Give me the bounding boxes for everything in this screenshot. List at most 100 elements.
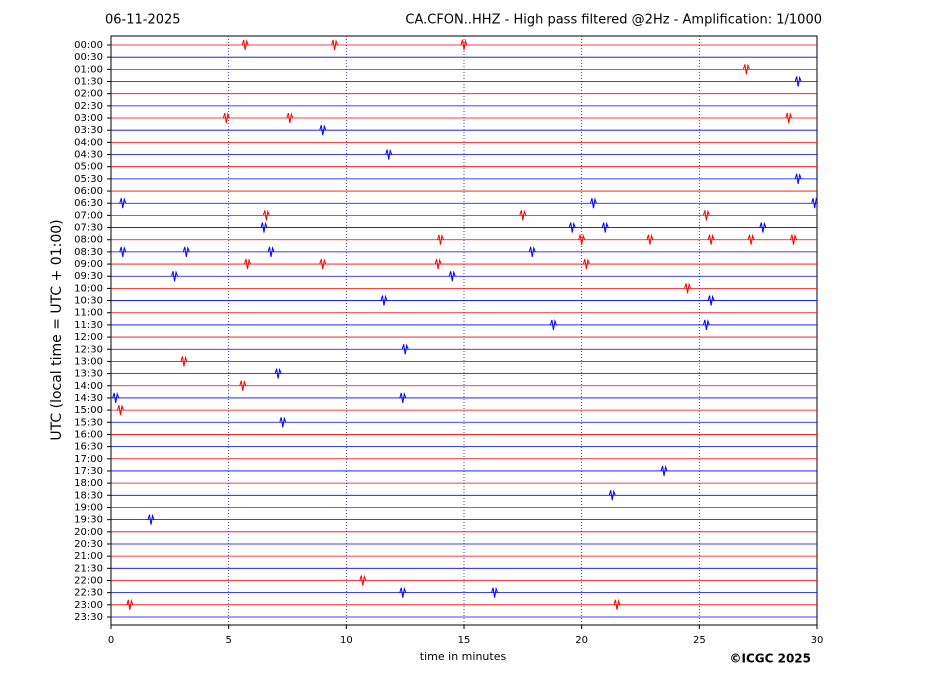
seismic-event [491, 586, 499, 598]
seismic-event [116, 404, 124, 416]
y-tick-label: 07:30 [74, 223, 103, 234]
seismic-event [613, 598, 621, 610]
seismic-event [601, 221, 609, 233]
y-tick-label: 11:00 [74, 308, 103, 319]
seismic-event [180, 355, 188, 367]
seismic-event [434, 258, 442, 270]
seismic-event [286, 112, 294, 124]
seismic-event [578, 233, 586, 245]
seismic-event [319, 124, 327, 136]
y-tick-label: 11:30 [74, 320, 103, 331]
seismic-event [399, 392, 407, 404]
seismic-event [549, 318, 557, 330]
y-tick-label: 17:00 [74, 454, 103, 465]
x-tick-label: 30 [811, 635, 824, 646]
y-tick-label: 01:00 [74, 64, 103, 75]
x-axis-label: time in minutes [420, 650, 507, 663]
seismic-event [359, 574, 367, 586]
seismic-event [684, 282, 692, 294]
seismic-event [702, 318, 710, 330]
seismic-event [811, 197, 819, 209]
x-tick-label: 20 [575, 635, 588, 646]
y-tick-label: 16:00 [74, 429, 103, 440]
credit: ©ICGC 2025 [729, 652, 811, 666]
seismic-event [448, 270, 456, 282]
seismic-event [707, 294, 715, 306]
seismic-event [119, 245, 127, 257]
y-tick-label: 03:00 [74, 113, 103, 124]
x-tick-label: 25 [693, 635, 706, 646]
y-tick-label: 13:30 [74, 369, 103, 380]
y-tick-label: 22:00 [74, 575, 103, 586]
y-tick-label: 12:00 [74, 332, 103, 343]
y-tick-label: 22:30 [74, 588, 103, 599]
seismic-event [785, 112, 793, 124]
seismic-event [582, 258, 590, 270]
seismic-event [589, 197, 597, 209]
seismic-event [702, 209, 710, 221]
y-axis-label: UTC (local time = UTC + 01:00) [49, 219, 65, 440]
y-tick-label: 10:30 [74, 296, 103, 307]
chart-title: CA.CFON..HHZ - High pass filtered @2Hz -… [405, 13, 822, 28]
y-tick-label: 07:00 [74, 210, 103, 221]
seismic-event [385, 148, 393, 160]
seismic-event [794, 75, 802, 87]
y-tick-label: 23:30 [74, 612, 103, 623]
seismic-event [319, 258, 327, 270]
seismic-event [747, 233, 755, 245]
y-tick-label: 15:00 [74, 405, 103, 416]
x-tick-label: 10 [340, 635, 353, 646]
seismic-event [789, 233, 797, 245]
y-tick-label: 14:30 [74, 393, 103, 404]
y-tick-label: 20:30 [74, 539, 103, 550]
y-tick-label: 20:00 [74, 527, 103, 538]
y-tick-label: 21:00 [74, 551, 103, 562]
seismic-event [568, 221, 576, 233]
y-tick-label: 18:30 [74, 490, 103, 501]
seismic-event [519, 209, 527, 221]
y-tick-label: 12:30 [74, 344, 103, 355]
y-tick-label: 04:00 [74, 137, 103, 148]
seismic-event [759, 221, 767, 233]
y-tick-label: 19:00 [74, 502, 103, 513]
seismic-event [126, 598, 134, 610]
date: 06-11-2025 [105, 13, 181, 28]
y-tick-label: 15:30 [74, 417, 103, 428]
y-tick-label: 01:30 [74, 77, 103, 88]
seismic-event [380, 294, 388, 306]
seismic-event [399, 586, 407, 598]
seismic-event [262, 209, 270, 221]
y-tick-label: 13:00 [74, 356, 103, 367]
seismic-event [401, 343, 409, 355]
seismic-event [244, 258, 251, 270]
y-tick-label: 05:00 [74, 162, 103, 173]
y-tick-label: 04:30 [74, 150, 103, 161]
seismic-event [241, 39, 249, 51]
y-tick-label: 16:30 [74, 442, 103, 453]
seismic-event [279, 416, 287, 428]
x-tick-label: 0 [108, 635, 114, 646]
y-tick-label: 03:30 [74, 125, 103, 136]
seismic-event [267, 245, 275, 257]
y-tick-label: 00:00 [74, 40, 103, 51]
y-tick-label: 09:00 [74, 259, 103, 270]
y-tick-label: 02:00 [74, 89, 103, 100]
y-tick-label: 10:00 [74, 283, 103, 294]
y-tick-label: 21:30 [74, 563, 103, 574]
seismic-event [608, 489, 616, 501]
y-tick-label: 19:30 [74, 515, 103, 526]
seismic-event [707, 233, 715, 245]
y-tick-label: 17:30 [74, 466, 103, 477]
seismic-event [119, 197, 127, 209]
seismic-event [112, 392, 120, 404]
y-tick-label: 23:00 [74, 600, 103, 611]
y-tick-label: 09:30 [74, 271, 103, 282]
seismic-event [794, 172, 802, 184]
seismic-event [460, 39, 468, 51]
seismic-event [331, 39, 339, 51]
seismic-event [171, 270, 179, 282]
seismic-event [646, 233, 654, 245]
y-tick-label: 08:00 [74, 235, 103, 246]
y-tick-label: 14:00 [74, 381, 103, 392]
seismic-event [182, 245, 190, 257]
